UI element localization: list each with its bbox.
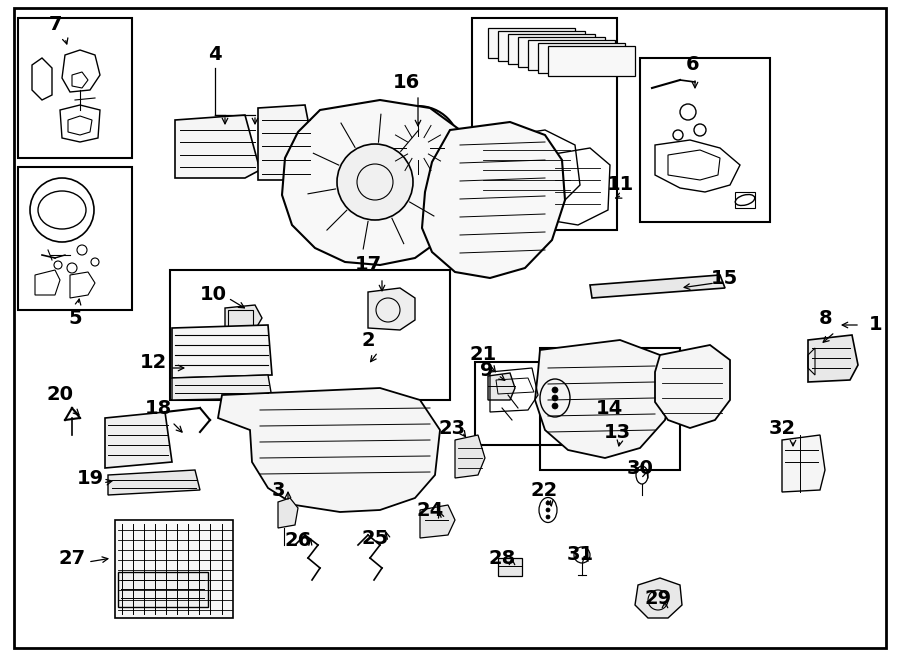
Text: 10: 10	[200, 286, 227, 305]
Text: 6: 6	[686, 56, 700, 75]
Polygon shape	[278, 498, 298, 528]
Circle shape	[546, 515, 550, 519]
Circle shape	[390, 120, 446, 176]
Circle shape	[552, 403, 558, 409]
Text: 4: 4	[208, 46, 221, 65]
Polygon shape	[808, 335, 858, 382]
Text: 27: 27	[58, 549, 86, 568]
Circle shape	[376, 106, 460, 190]
Circle shape	[546, 508, 550, 512]
Text: 15: 15	[710, 268, 738, 288]
Circle shape	[337, 144, 413, 220]
Polygon shape	[175, 115, 260, 178]
Text: 26: 26	[284, 531, 311, 549]
Text: 16: 16	[392, 73, 419, 91]
Text: 31: 31	[566, 545, 594, 564]
Text: 14: 14	[596, 399, 623, 418]
Text: 12: 12	[140, 352, 166, 371]
Polygon shape	[420, 505, 455, 538]
Polygon shape	[105, 412, 172, 468]
Bar	[540, 348, 680, 470]
Bar	[18, 18, 132, 158]
Text: 2: 2	[361, 330, 374, 350]
Circle shape	[552, 395, 558, 401]
Text: 3: 3	[271, 481, 284, 500]
Bar	[115, 520, 233, 618]
Bar	[472, 18, 617, 230]
Circle shape	[552, 387, 558, 393]
Polygon shape	[548, 46, 635, 76]
Polygon shape	[535, 340, 672, 458]
Polygon shape	[422, 122, 565, 278]
Polygon shape	[782, 435, 825, 492]
Text: 7: 7	[49, 15, 62, 34]
Bar	[228, 310, 253, 328]
Bar	[475, 362, 576, 445]
Polygon shape	[488, 373, 515, 400]
Text: 1: 1	[869, 315, 883, 334]
Bar	[735, 192, 755, 208]
Polygon shape	[108, 470, 200, 495]
Polygon shape	[225, 305, 262, 332]
Circle shape	[546, 501, 550, 505]
Bar	[498, 558, 522, 576]
Polygon shape	[258, 105, 318, 180]
Text: 18: 18	[144, 399, 172, 418]
Polygon shape	[455, 435, 485, 478]
Bar	[640, 58, 770, 222]
Polygon shape	[488, 28, 575, 58]
Polygon shape	[172, 325, 272, 378]
Polygon shape	[538, 43, 625, 73]
Text: 13: 13	[603, 422, 631, 442]
Text: 22: 22	[530, 481, 558, 500]
Text: 8: 8	[819, 309, 832, 327]
Polygon shape	[655, 345, 730, 428]
Text: 21: 21	[470, 346, 497, 364]
Polygon shape	[590, 275, 725, 298]
Polygon shape	[528, 40, 615, 70]
Polygon shape	[518, 37, 605, 67]
Polygon shape	[282, 100, 468, 265]
Polygon shape	[498, 31, 585, 61]
Polygon shape	[368, 288, 415, 330]
Ellipse shape	[540, 379, 570, 417]
Text: 29: 29	[644, 588, 671, 607]
Polygon shape	[508, 34, 595, 64]
Text: 5: 5	[68, 309, 82, 327]
Text: 17: 17	[355, 256, 382, 274]
Polygon shape	[172, 375, 272, 400]
Polygon shape	[635, 578, 682, 618]
Text: 23: 23	[438, 418, 465, 438]
Text: 25: 25	[362, 529, 389, 547]
Text: 11: 11	[607, 176, 634, 194]
Text: 30: 30	[626, 459, 653, 477]
Polygon shape	[218, 388, 440, 512]
Text: 28: 28	[489, 549, 516, 568]
Text: 24: 24	[417, 500, 444, 520]
Bar	[18, 167, 132, 310]
Bar	[118, 572, 208, 607]
Text: 19: 19	[76, 469, 104, 488]
Text: 20: 20	[47, 385, 74, 405]
Text: 32: 32	[769, 418, 796, 438]
Bar	[170, 270, 450, 400]
Text: 9: 9	[481, 360, 494, 379]
